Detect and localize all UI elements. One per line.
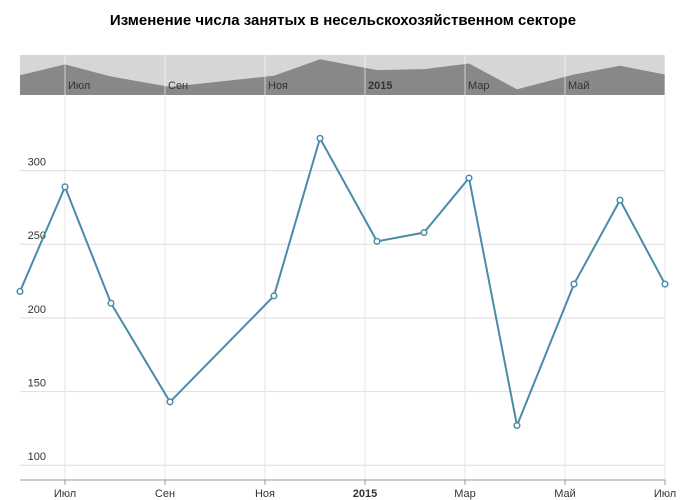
- navigator-area: [20, 59, 665, 95]
- line: [19, 135, 666, 430]
- navigator-tick-label: 2015: [368, 80, 392, 92]
- x-tick-label: Май: [554, 488, 576, 500]
- point: [16, 287, 24, 295]
- navigator-tick-label: Мар: [468, 80, 490, 92]
- x-tick-label: Июл: [54, 488, 76, 500]
- point: [373, 237, 381, 245]
- point: [420, 228, 428, 237]
- point: [661, 280, 669, 288]
- navigator-tick-label: Май: [568, 80, 590, 92]
- navigator-tick-label: Сен: [168, 80, 188, 92]
- x-tick-label: Июл: [654, 488, 676, 500]
- navigator-tick-label: Ноя: [268, 80, 288, 92]
- point: [107, 299, 115, 307]
- point: [316, 134, 324, 142]
- point: [61, 183, 69, 191]
- point: [616, 196, 624, 204]
- y-tick-label: 100: [28, 451, 46, 463]
- point: [465, 174, 473, 182]
- x-tick-label: Мар: [454, 488, 476, 500]
- y-tick-label: 150: [28, 378, 46, 390]
- point: [166, 398, 174, 406]
- y-tick-label: 300: [28, 157, 46, 169]
- chart-title: Изменение числа занятых в несельскохозяй…: [110, 12, 576, 29]
- navigator-tick-label: Июл: [68, 80, 90, 92]
- x-tick-label: 2015: [353, 488, 377, 500]
- x-tick-label: Сен: [155, 488, 175, 500]
- point: [270, 292, 278, 300]
- point: [513, 421, 521, 430]
- y-tick-label: 200: [28, 304, 46, 316]
- x-tick-label: Ноя: [255, 488, 275, 500]
- point: [570, 280, 578, 288]
